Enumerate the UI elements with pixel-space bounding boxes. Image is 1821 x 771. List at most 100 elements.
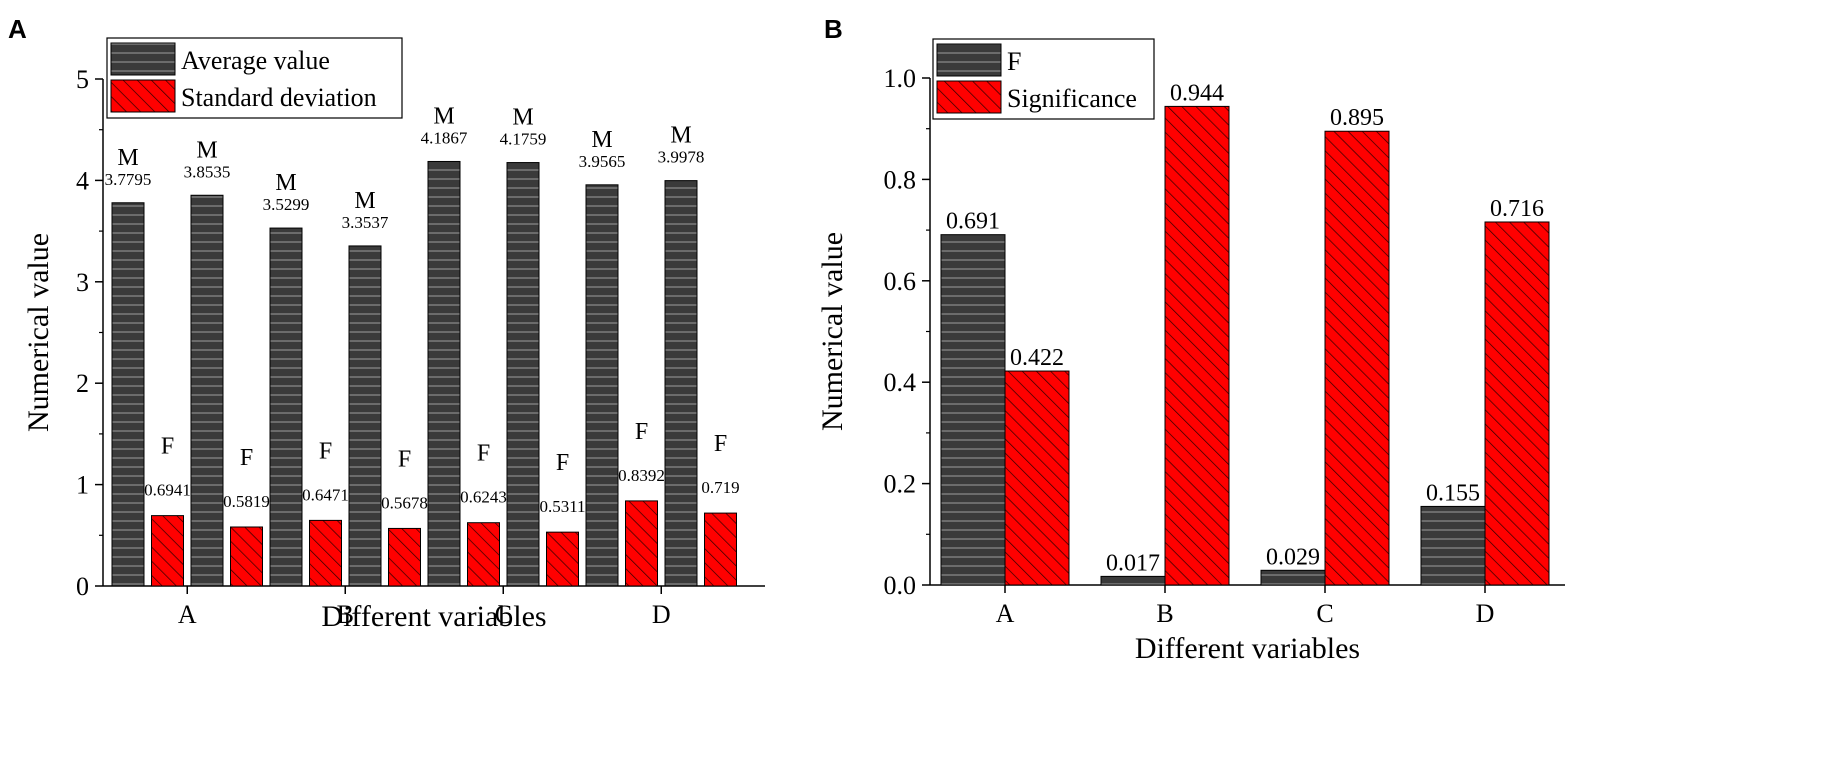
data-label-value: 0.017 — [1106, 550, 1160, 576]
data-label-value: 3.8535 — [184, 162, 231, 181]
x-tick-label: B — [337, 600, 354, 629]
data-label-value: 0.422 — [1010, 345, 1064, 371]
x-axis-label: Different variables — [321, 600, 546, 633]
x-tick-label: C — [1316, 599, 1333, 628]
bar-standard-deviation — [467, 522, 500, 587]
data-label-value: 0.6243 — [460, 488, 507, 507]
y-axis-label: Numerical value — [816, 232, 849, 431]
y-tick-label: 1.0 — [884, 64, 917, 93]
data-label-value: 3.9978 — [658, 148, 705, 167]
x-tick-label: D — [1476, 599, 1495, 628]
legend-swatch-red — [110, 79, 176, 113]
bar-f — [940, 234, 1006, 586]
x-tick-label: A — [996, 599, 1015, 628]
data-label-prefix: F — [240, 445, 253, 471]
data-label-value: 4.1759 — [500, 130, 547, 149]
data-label-value: 0.6471 — [302, 485, 349, 504]
panel-letter: A — [8, 14, 27, 44]
x-tick-label: D — [652, 600, 671, 629]
legend-label: Standard deviation — [181, 83, 377, 112]
data-label-value: 3.5299 — [263, 195, 310, 214]
data-label-value: 0.691 — [946, 209, 1000, 235]
y-tick-label: 0.6 — [884, 267, 917, 296]
y-tick-label: 0 — [76, 572, 89, 601]
legend-swatch-red — [936, 80, 1002, 114]
data-label-value: 3.9565 — [579, 152, 626, 171]
data-label-value: 4.1867 — [421, 128, 468, 147]
y-tick-label: 0.4 — [884, 368, 917, 397]
data-label-value: 3.3537 — [342, 213, 389, 232]
data-label-prefix: F — [319, 438, 332, 464]
bar-significance — [1484, 221, 1550, 586]
data-label-prefix: M — [670, 123, 691, 149]
x-tick-label: B — [1156, 599, 1173, 628]
bar-significance — [1164, 105, 1230, 586]
data-label-prefix: F — [161, 434, 174, 460]
data-label-value: 0.895 — [1330, 105, 1384, 131]
x-tick-label: A — [178, 600, 197, 629]
data-label-value: 0.5311 — [539, 497, 585, 516]
data-label-prefix: F — [635, 419, 648, 445]
legend-swatch-dark — [936, 43, 1002, 77]
y-tick-label: 1 — [76, 471, 89, 500]
data-label-value: 0.5819 — [223, 492, 270, 511]
bar-significance — [1004, 370, 1070, 586]
bar-average-value — [269, 227, 303, 587]
panel-letter: B — [824, 14, 843, 44]
bar-standard-deviation — [546, 531, 579, 587]
y-tick-label: 0.8 — [884, 165, 917, 194]
data-label-prefix: F — [398, 446, 411, 472]
bar-average-value — [427, 160, 461, 587]
data-label-prefix: M — [512, 105, 533, 131]
bar-f — [1100, 575, 1166, 586]
data-label-prefix: M — [354, 188, 375, 214]
data-label-prefix: M — [275, 170, 296, 196]
y-tick-label: 5 — [76, 65, 89, 94]
data-label-prefix: M — [196, 137, 217, 163]
y-tick-label: 0.2 — [884, 470, 917, 499]
data-label-value: 3.7795 — [105, 170, 152, 189]
y-axis-label: Numerical value — [22, 233, 55, 432]
legend-label: Average value — [181, 46, 330, 75]
bar-standard-deviation — [704, 512, 737, 587]
bar-average-value — [585, 184, 619, 587]
y-tick-label: 4 — [76, 166, 89, 195]
bar-average-value — [506, 162, 540, 587]
bar-standard-deviation — [230, 526, 263, 587]
data-label-prefix: F — [714, 431, 727, 457]
data-label-value: 0.5678 — [381, 493, 428, 512]
y-tick-label: 3 — [76, 268, 89, 297]
bar-standard-deviation — [151, 515, 184, 587]
bar-average-value — [664, 180, 698, 587]
legend-label: Significance — [1007, 84, 1137, 113]
bar-average-value — [111, 202, 145, 587]
data-label-value: 0.716 — [1490, 196, 1544, 222]
data-label-value: 0.8392 — [618, 466, 665, 485]
data-label-value: 0.155 — [1426, 480, 1480, 506]
y-tick-label: 2 — [76, 369, 89, 398]
legend-label: F — [1007, 47, 1021, 76]
bar-standard-deviation — [309, 519, 342, 587]
panel-b: B 0.0 0.2 0.4 0.6 0.8 1.0 Numerical value 0.691 0… — [816, 14, 1565, 665]
data-label-prefix: F — [477, 441, 490, 467]
bar-standard-deviation — [388, 527, 421, 587]
x-tick-label: C — [495, 600, 512, 629]
data-label-value: 0.719 — [701, 478, 739, 497]
data-label-prefix: M — [591, 127, 612, 153]
bar-average-value — [348, 245, 382, 587]
bar-standard-deviation — [625, 500, 658, 587]
y-tick-label: 0.0 — [884, 571, 917, 600]
bar-significance — [1324, 130, 1390, 586]
x-axis-label: Different variables — [1135, 632, 1360, 665]
bar-average-value — [190, 194, 224, 587]
legend-swatch-dark — [110, 42, 176, 76]
data-label-value: 0.6941 — [144, 481, 191, 500]
data-label-value: 0.029 — [1266, 544, 1320, 570]
data-label-value: 0.944 — [1170, 80, 1224, 106]
bar-f — [1260, 569, 1326, 586]
data-label-prefix: M — [117, 145, 138, 171]
data-label-prefix: M — [433, 103, 454, 129]
bar-f — [1420, 505, 1486, 586]
